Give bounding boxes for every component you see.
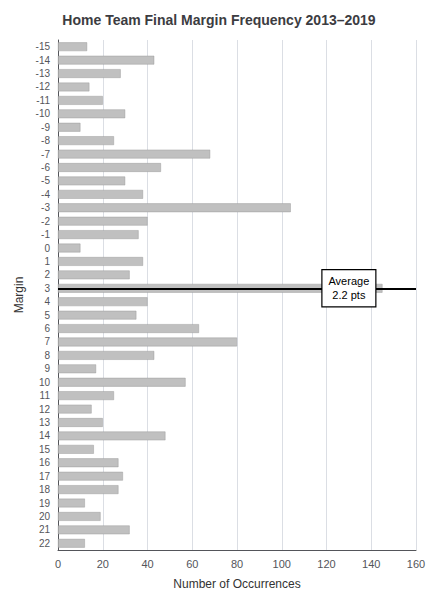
- svg-text:-6: -6: [41, 162, 50, 173]
- svg-text:-4: -4: [41, 189, 50, 200]
- svg-text:16: 16: [39, 457, 51, 468]
- svg-text:-5: -5: [41, 175, 50, 186]
- svg-text:60: 60: [186, 558, 198, 570]
- svg-text:-8: -8: [41, 135, 50, 146]
- svg-text:Home Team Final Margin Frequen: Home Team Final Margin Frequency 2013–20…: [62, 12, 376, 28]
- svg-text:-2: -2: [41, 216, 50, 227]
- svg-text:17: 17: [39, 471, 51, 482]
- svg-text:1: 1: [44, 256, 50, 267]
- svg-text:10: 10: [39, 377, 51, 388]
- svg-text:-14: -14: [36, 55, 51, 66]
- svg-text:14: 14: [39, 430, 51, 441]
- svg-text:Number of Occurrences: Number of Occurrences: [173, 577, 300, 591]
- svg-text:-1: -1: [41, 229, 50, 240]
- svg-text:Average: Average: [328, 275, 369, 287]
- svg-text:0: 0: [55, 558, 61, 570]
- svg-text:5: 5: [44, 310, 50, 321]
- svg-text:-13: -13: [36, 68, 51, 79]
- svg-text:8: 8: [44, 350, 50, 361]
- svg-text:20: 20: [97, 558, 109, 570]
- svg-text:-7: -7: [41, 149, 50, 160]
- svg-text:80: 80: [231, 558, 243, 570]
- svg-text:2.2 pts: 2.2 pts: [332, 289, 366, 301]
- svg-text:22: 22: [39, 538, 51, 549]
- svg-text:15: 15: [39, 444, 51, 455]
- svg-text:20: 20: [39, 511, 51, 522]
- svg-text:-3: -3: [41, 202, 50, 213]
- svg-text:160: 160: [407, 558, 425, 570]
- svg-text:120: 120: [317, 558, 335, 570]
- svg-text:11: 11: [40, 390, 51, 401]
- svg-text:13: 13: [39, 417, 51, 428]
- svg-text:-15: -15: [36, 41, 51, 52]
- svg-text:-10: -10: [36, 108, 51, 119]
- svg-text:140: 140: [362, 558, 380, 570]
- svg-text:12: 12: [39, 404, 51, 415]
- svg-text:-11: -11: [36, 95, 50, 106]
- svg-text:-12: -12: [36, 81, 51, 92]
- svg-text:7: 7: [44, 336, 50, 347]
- svg-text:-9: -9: [41, 122, 50, 133]
- svg-text:18: 18: [39, 484, 51, 495]
- svg-text:21: 21: [39, 524, 51, 535]
- svg-text:100: 100: [273, 558, 291, 570]
- svg-text:19: 19: [39, 498, 51, 509]
- svg-text:2: 2: [44, 269, 50, 280]
- svg-text:3: 3: [44, 283, 50, 294]
- svg-text:6: 6: [44, 323, 50, 334]
- svg-text:40: 40: [141, 558, 153, 570]
- svg-text:Margin: Margin: [12, 277, 26, 314]
- svg-text:4: 4: [44, 296, 50, 307]
- svg-text:9: 9: [44, 363, 50, 374]
- svg-text:0: 0: [44, 243, 50, 254]
